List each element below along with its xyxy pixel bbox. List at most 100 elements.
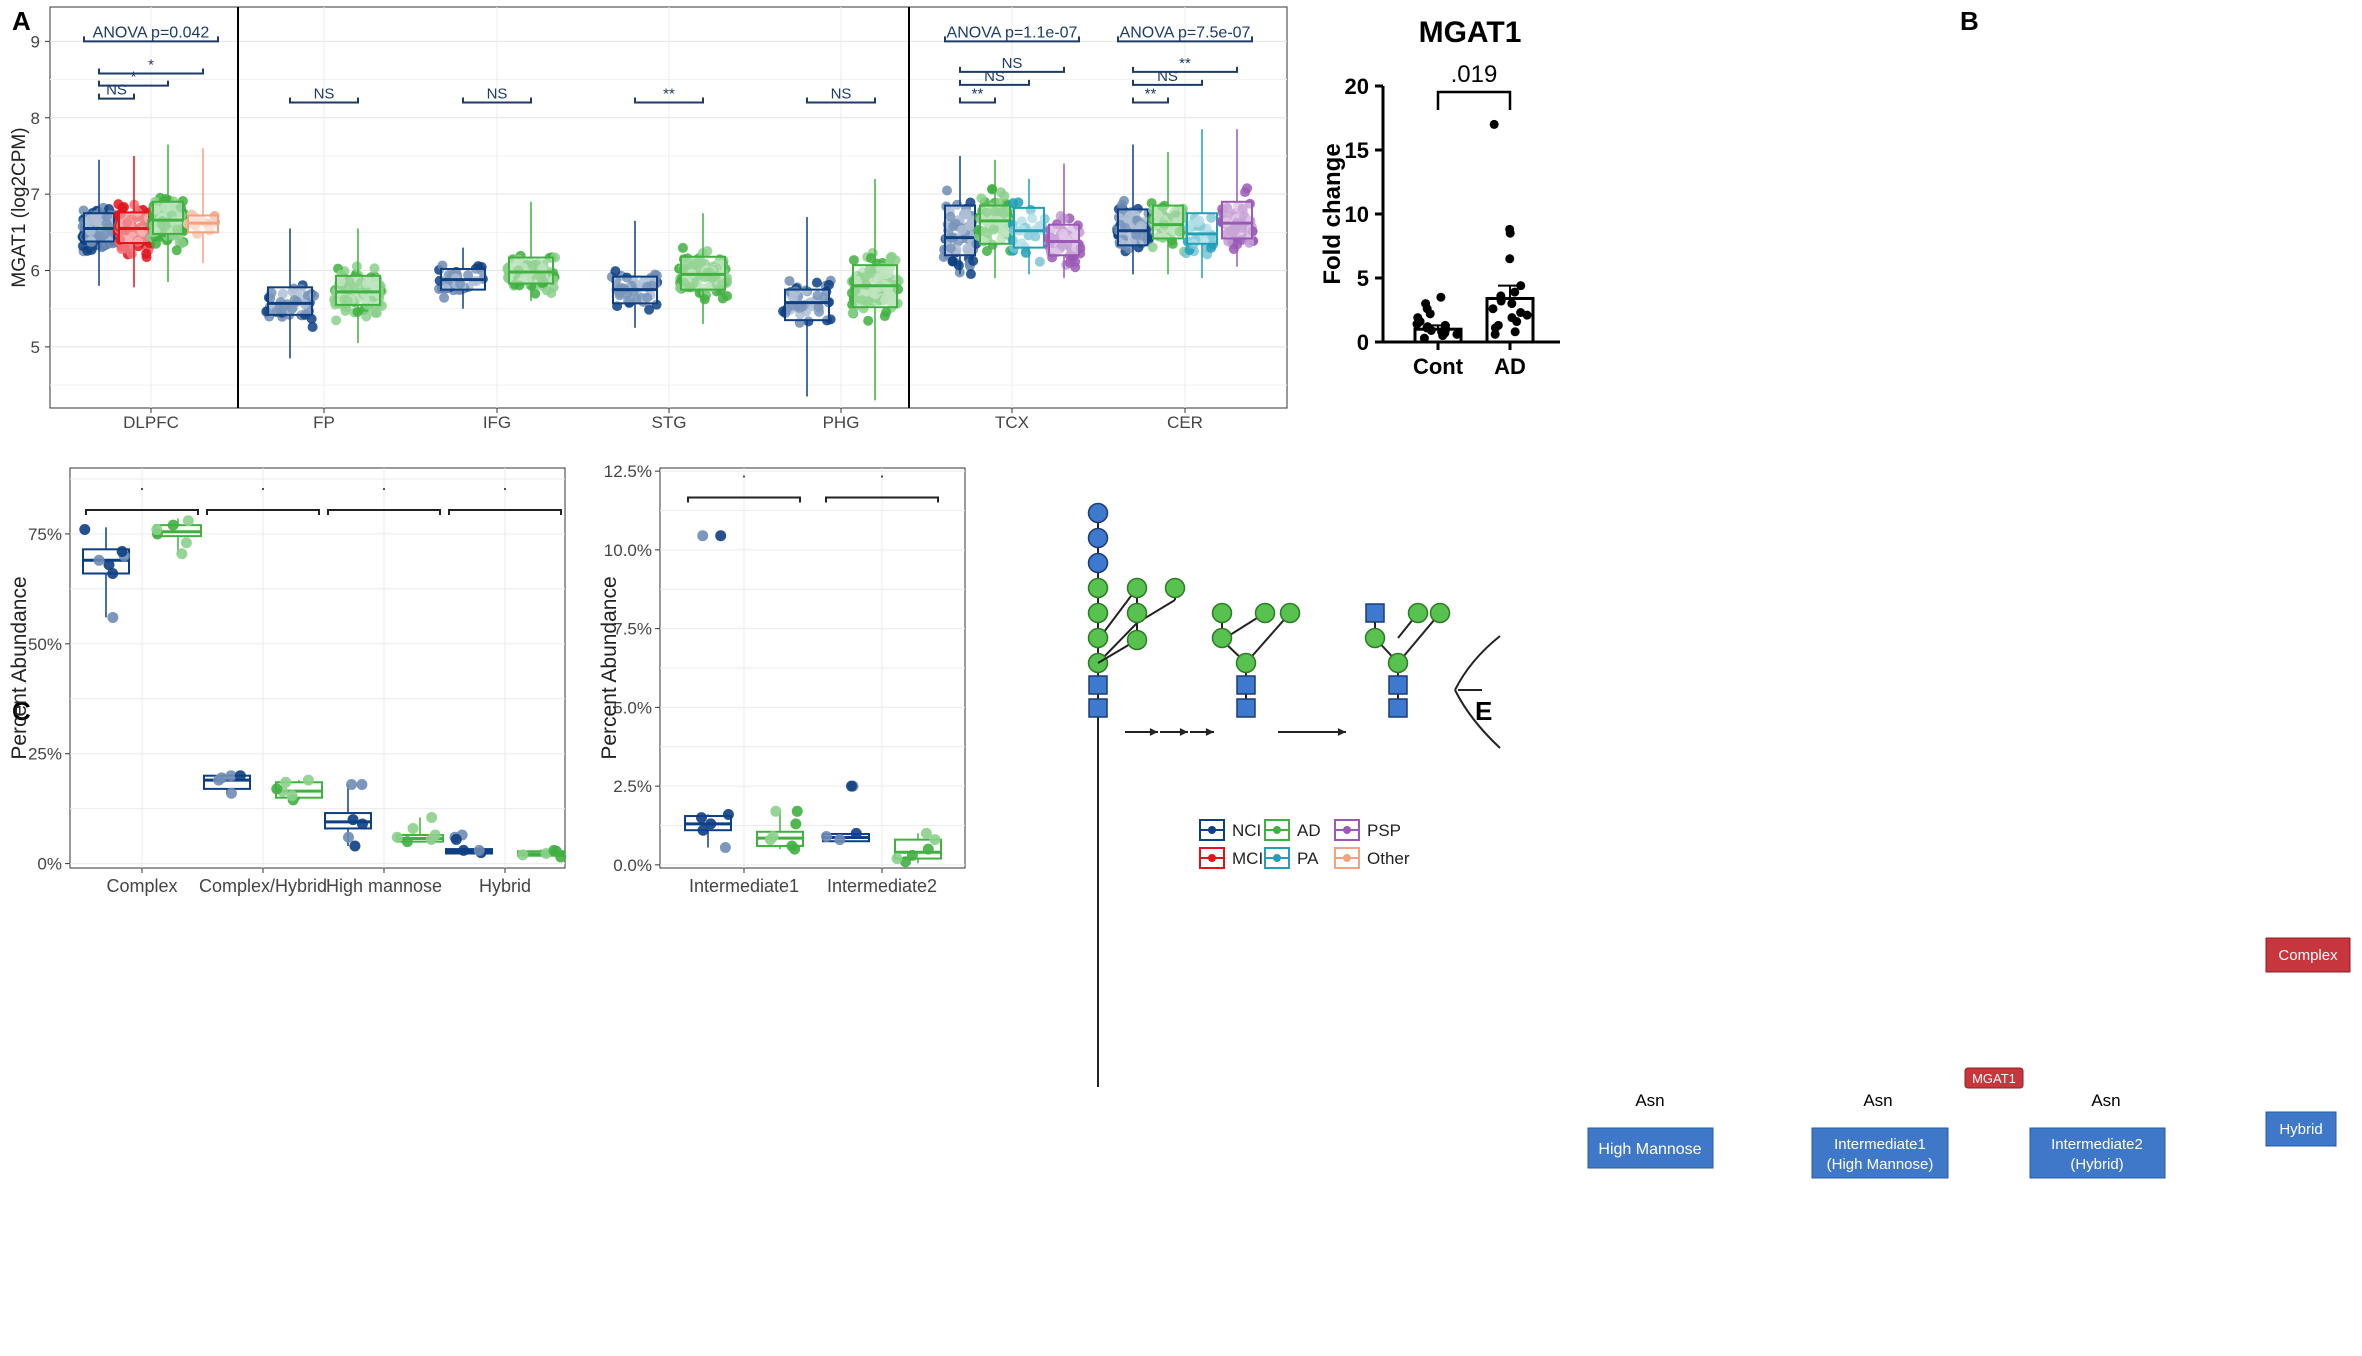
panel-c-point bbox=[225, 770, 237, 782]
panel-b-point bbox=[1490, 329, 1500, 339]
panel-d-point bbox=[697, 824, 709, 836]
panel-d-point bbox=[767, 831, 779, 843]
panel-a-point bbox=[1007, 235, 1018, 246]
panel-b-point bbox=[1516, 308, 1526, 318]
panel-b-point bbox=[1493, 320, 1503, 330]
hybrid-box: Hybrid bbox=[2265, 1111, 2337, 1147]
arrow-head-icon bbox=[1149, 728, 1158, 736]
panel-a-sig-bracket bbox=[959, 97, 996, 104]
panel-d-xtick-label: Intermediate2 bbox=[827, 876, 937, 896]
panel-a-point bbox=[307, 321, 318, 332]
glucose-circle-icon bbox=[1087, 552, 1109, 574]
panel-c-sig-bracket bbox=[206, 508, 320, 515]
panel-a-point bbox=[813, 302, 824, 313]
mannose-circle-icon bbox=[1235, 652, 1257, 674]
panel-b-point bbox=[1505, 254, 1515, 264]
panel-a-sig-bracket bbox=[289, 97, 359, 104]
panel-a-sig-bracket bbox=[462, 97, 532, 104]
panel-a-point bbox=[277, 288, 288, 299]
panel-a-point bbox=[361, 278, 372, 289]
panel-a-point bbox=[1244, 237, 1255, 248]
panel-c-point bbox=[346, 778, 358, 790]
legend-swatch-dot bbox=[1343, 826, 1351, 834]
panel-b-ylabel: Fold change bbox=[1319, 143, 1346, 284]
panel-a-point bbox=[631, 293, 642, 304]
panel-c-point bbox=[280, 776, 292, 788]
panel-c-point bbox=[450, 833, 462, 845]
panel-a-sig-bracket bbox=[1117, 36, 1253, 43]
panel-a-point bbox=[160, 202, 171, 213]
panel-a-box-CER-AD bbox=[1152, 204, 1184, 240]
panel-a-point bbox=[968, 255, 979, 266]
panel-a-point bbox=[811, 277, 822, 288]
mannose-circle-icon bbox=[1429, 602, 1451, 624]
panel-c-sig-label: · bbox=[260, 478, 266, 498]
panel-a-point bbox=[956, 224, 967, 235]
mannose-circle-icon bbox=[1164, 577, 1186, 599]
panel-c-point bbox=[234, 770, 246, 782]
panel-d-point bbox=[834, 834, 846, 846]
legend-label-PA: PA bbox=[1297, 849, 1319, 868]
mannose-circle-icon bbox=[1087, 602, 1109, 624]
panel-a-point bbox=[651, 299, 662, 310]
panel-a-sig-label: NS bbox=[1002, 55, 1023, 72]
mannose-circle-icon bbox=[1387, 652, 1409, 674]
panel-b-point bbox=[1510, 287, 1520, 297]
legend-swatch-dot bbox=[1273, 854, 1281, 862]
panel-letter-b: B bbox=[1960, 6, 1979, 36]
panel-a-point bbox=[439, 292, 450, 303]
arrow-head-icon bbox=[1337, 728, 1346, 736]
panel-d-point bbox=[786, 840, 798, 852]
panel-a-point bbox=[852, 275, 863, 286]
panel-a-point bbox=[306, 313, 317, 324]
glcnac-square-icon bbox=[1236, 675, 1256, 695]
panel-b-point bbox=[1413, 313, 1423, 323]
panel-a-box-TCX-PA bbox=[1013, 206, 1045, 249]
branch-curve bbox=[1454, 635, 1501, 691]
panel-d-sig-bracket bbox=[687, 496, 801, 503]
panel-a-point bbox=[342, 295, 353, 306]
panel-b-ytick-label: 20 bbox=[1345, 74, 1369, 99]
panel-c-point bbox=[93, 554, 105, 566]
legend-label-Other: Other bbox=[1367, 849, 1410, 868]
panel-a-sig-label: ** bbox=[1179, 55, 1191, 72]
panel-b-pvalue: .019 bbox=[1451, 61, 1498, 88]
mannose-circle-icon bbox=[1407, 602, 1429, 624]
legend-label-AD: AD bbox=[1297, 821, 1321, 840]
panel-a-point bbox=[1206, 212, 1217, 223]
panel-b-point bbox=[1421, 299, 1431, 309]
panel-b-point bbox=[1516, 281, 1526, 291]
panel-d-point bbox=[695, 812, 707, 824]
panel-a-point bbox=[847, 307, 858, 318]
panel-a-point bbox=[846, 288, 857, 299]
panel-b-point bbox=[1489, 119, 1499, 129]
panel-letter-c: C bbox=[12, 696, 31, 726]
panel-d-point bbox=[850, 827, 862, 839]
panel-a-chart: 5 6 7 8 9 MGAT1 (log2CPM) DLPFC FP IFG STG PHG TCX C… bbox=[9, 6, 1288, 432]
panel-a-point bbox=[699, 294, 710, 305]
panel-a-point bbox=[1226, 226, 1237, 237]
panel-a-xtick-label: TCX bbox=[995, 413, 1029, 432]
panel-a-sig-bracket bbox=[98, 80, 169, 87]
panel-b-point bbox=[1510, 327, 1520, 337]
panel-a-sig-bracket bbox=[98, 93, 135, 100]
panel-b-ytick-label: 0 bbox=[1357, 330, 1369, 355]
panel-c-point bbox=[107, 611, 119, 623]
panel-a-ytick-label: 5 bbox=[31, 338, 40, 357]
panel-d-point bbox=[705, 818, 717, 830]
panel-a-sig-label: ** bbox=[663, 85, 675, 102]
mannose-circle-icon bbox=[1364, 627, 1386, 649]
panel-a-point bbox=[344, 276, 355, 287]
panel-a-point bbox=[1136, 220, 1147, 231]
panel-a-point bbox=[118, 202, 129, 213]
panel-a-point bbox=[861, 296, 872, 307]
panel-d-point bbox=[922, 843, 934, 855]
glcnac-square-icon bbox=[1088, 675, 1108, 695]
panel-a-ytick-label: 8 bbox=[31, 109, 40, 128]
panel-c-point bbox=[103, 559, 115, 571]
panel-c-point bbox=[517, 849, 529, 861]
panel-a-point bbox=[86, 244, 97, 255]
panel-d-point bbox=[820, 831, 832, 843]
panel-d-sig-label: · bbox=[879, 465, 885, 485]
panel-b-xtick-label: AD bbox=[1494, 354, 1526, 379]
